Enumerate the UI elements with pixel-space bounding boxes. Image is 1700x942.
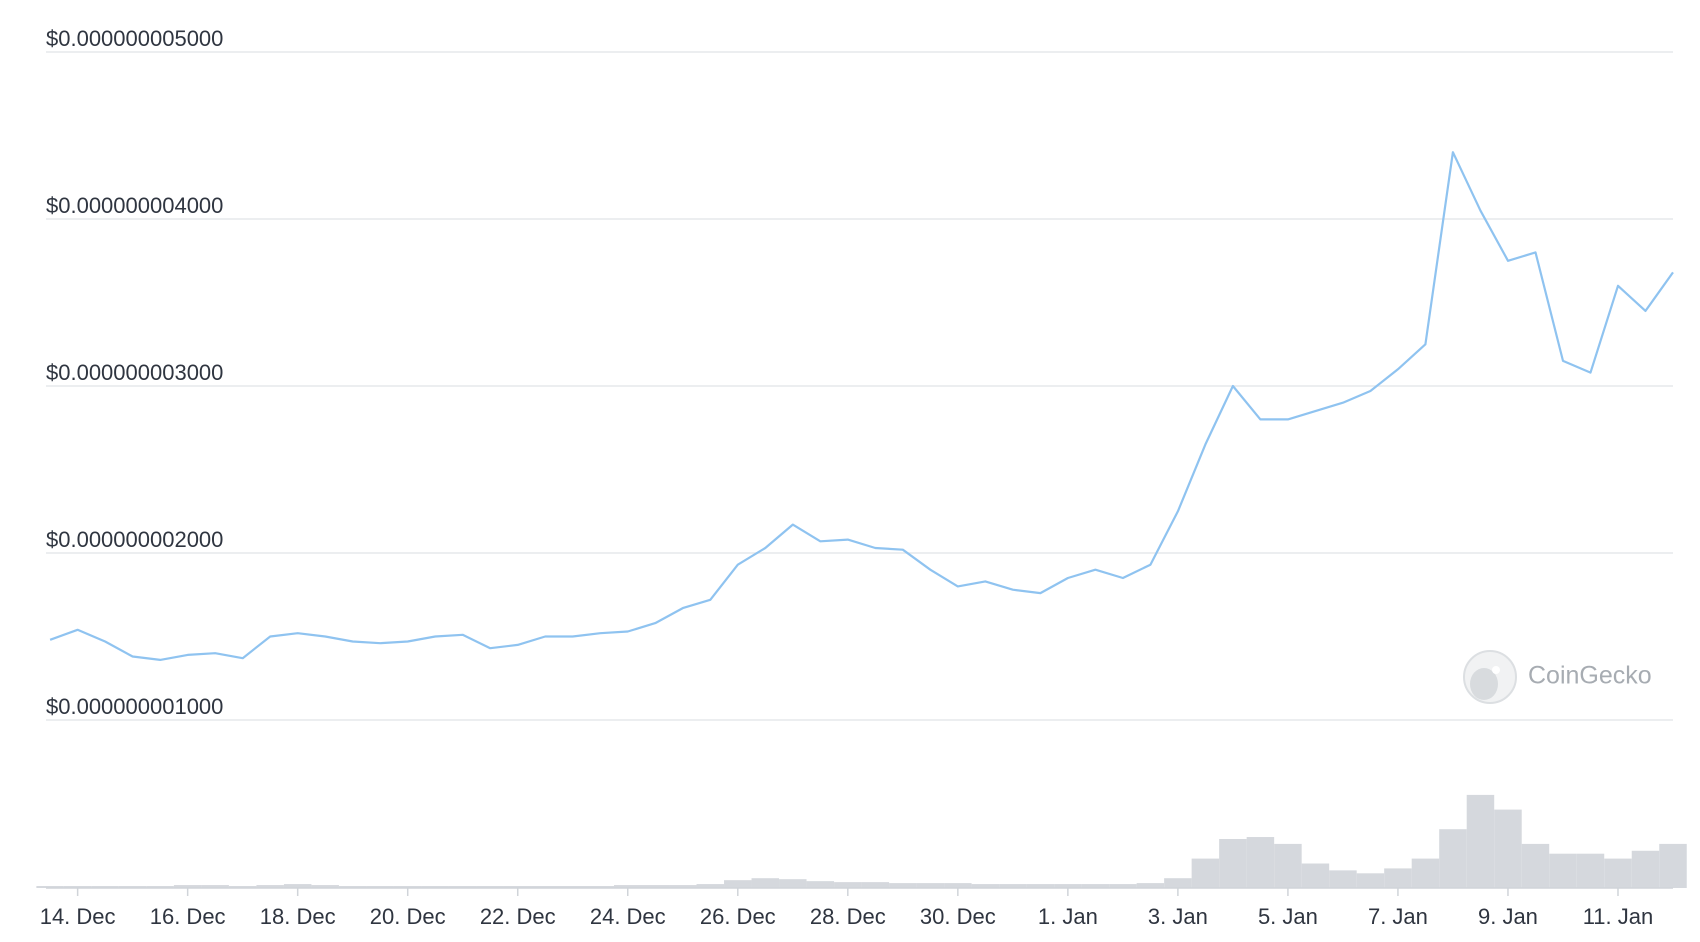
volume-bar <box>1246 837 1275 888</box>
volume-bar <box>1466 794 1495 888</box>
volume-bar <box>448 886 477 888</box>
volume-bar <box>1109 884 1137 888</box>
x-tick-label: 5. Jan <box>1258 904 1318 929</box>
x-tick-label: 30. Dec <box>920 904 996 929</box>
volume-bar <box>256 885 284 888</box>
volume-bar <box>641 885 670 888</box>
y-tick-label: $0.000000004000 <box>46 193 223 218</box>
volume-bar <box>1219 839 1247 888</box>
volume-bar <box>311 885 339 888</box>
plot: $0.000000001000 $0.000000002000 $0.0000000… <box>36 26 1687 929</box>
volume-bar <box>861 882 890 888</box>
x-tick-label: 3. Jan <box>1148 904 1208 929</box>
volume-bar <box>173 885 202 888</box>
volume-bar <box>1494 809 1522 888</box>
x-tick-label: 24. Dec <box>590 904 666 929</box>
volume-bar <box>366 886 394 888</box>
volume-bar <box>558 886 587 888</box>
volume-bar <box>889 883 917 888</box>
volume-bar <box>1439 829 1467 888</box>
volume-bar <box>751 878 780 888</box>
volume-bar <box>1081 884 1110 888</box>
volume-bar <box>1054 884 1082 888</box>
x-tick-label: 11. Jan <box>1583 904 1654 929</box>
volume-bar <box>834 882 862 888</box>
volume-bar <box>586 886 615 888</box>
volume-bar <box>1356 873 1385 888</box>
volume-bar <box>393 886 422 888</box>
watermark-logo-body <box>1470 668 1498 700</box>
volume-bar <box>696 884 725 888</box>
volume-bar <box>916 883 945 888</box>
volume-bar <box>944 883 972 888</box>
x-tick-label: 16. Dec <box>150 904 226 929</box>
volume-bar <box>724 880 752 888</box>
volume-bar <box>1659 843 1687 888</box>
volume-bar <box>1191 858 1220 888</box>
volume-bar <box>1411 858 1440 888</box>
volume-bar <box>1301 863 1330 888</box>
volume-bar <box>531 886 559 888</box>
x-tick-label: 28. Dec <box>810 904 886 929</box>
volume-bar <box>1576 853 1605 888</box>
volume-bar <box>338 886 367 888</box>
x-tick-label: 14. Dec <box>40 904 116 929</box>
volume-bar <box>971 884 1000 888</box>
x-tick-label: 20. Dec <box>370 904 446 929</box>
volume-bar <box>1274 843 1302 888</box>
volume-bar <box>614 885 642 888</box>
volume-bar <box>1136 883 1165 888</box>
y-tick-label: $0.000000002000 <box>46 527 223 552</box>
volume-bar <box>1329 870 1357 888</box>
volume-bar <box>91 886 119 888</box>
watermark-logo-eye <box>1492 666 1500 674</box>
volume-bar <box>283 884 312 888</box>
volume-bar <box>63 886 92 888</box>
volume-bar <box>999 884 1027 888</box>
volume-bar <box>1604 858 1632 888</box>
volume-bar <box>1164 878 1192 888</box>
watermark-text: CoinGecko <box>1528 662 1652 690</box>
watermark: CoinGecko <box>1463 650 1652 704</box>
price-line <box>49 151 1674 661</box>
volume-bar <box>146 886 174 888</box>
x-tick-label: 26. Dec <box>700 904 776 929</box>
volume-bar <box>1384 868 1412 888</box>
y-tick-label: $0.000000001000 <box>46 694 223 719</box>
volume-bar <box>1521 843 1550 888</box>
volume-bar <box>806 881 835 888</box>
y-tick-label: $0.000000003000 <box>46 360 223 385</box>
volume-bar <box>1026 884 1055 888</box>
volume-bar <box>228 886 257 888</box>
x-tick-label: 7. Jan <box>1368 904 1428 929</box>
volume-bar <box>779 879 807 888</box>
x-tick-label: 22. Dec <box>480 904 556 929</box>
y-tick-label: $0.000000005000 <box>46 26 223 51</box>
volume-bar <box>669 885 697 888</box>
volume-bar <box>421 886 449 888</box>
volume-bar <box>118 886 147 888</box>
volume-bar <box>1549 853 1577 888</box>
volume-bar <box>1631 850 1660 888</box>
volume-bar <box>503 886 532 888</box>
volume-bar <box>201 885 229 888</box>
x-tick-label: 1. Jan <box>1038 904 1098 929</box>
x-tick-label: 9. Jan <box>1478 904 1538 929</box>
volume-bar <box>36 886 64 888</box>
x-tick-label: 18. Dec <box>260 904 336 929</box>
volume-bar <box>476 886 504 888</box>
